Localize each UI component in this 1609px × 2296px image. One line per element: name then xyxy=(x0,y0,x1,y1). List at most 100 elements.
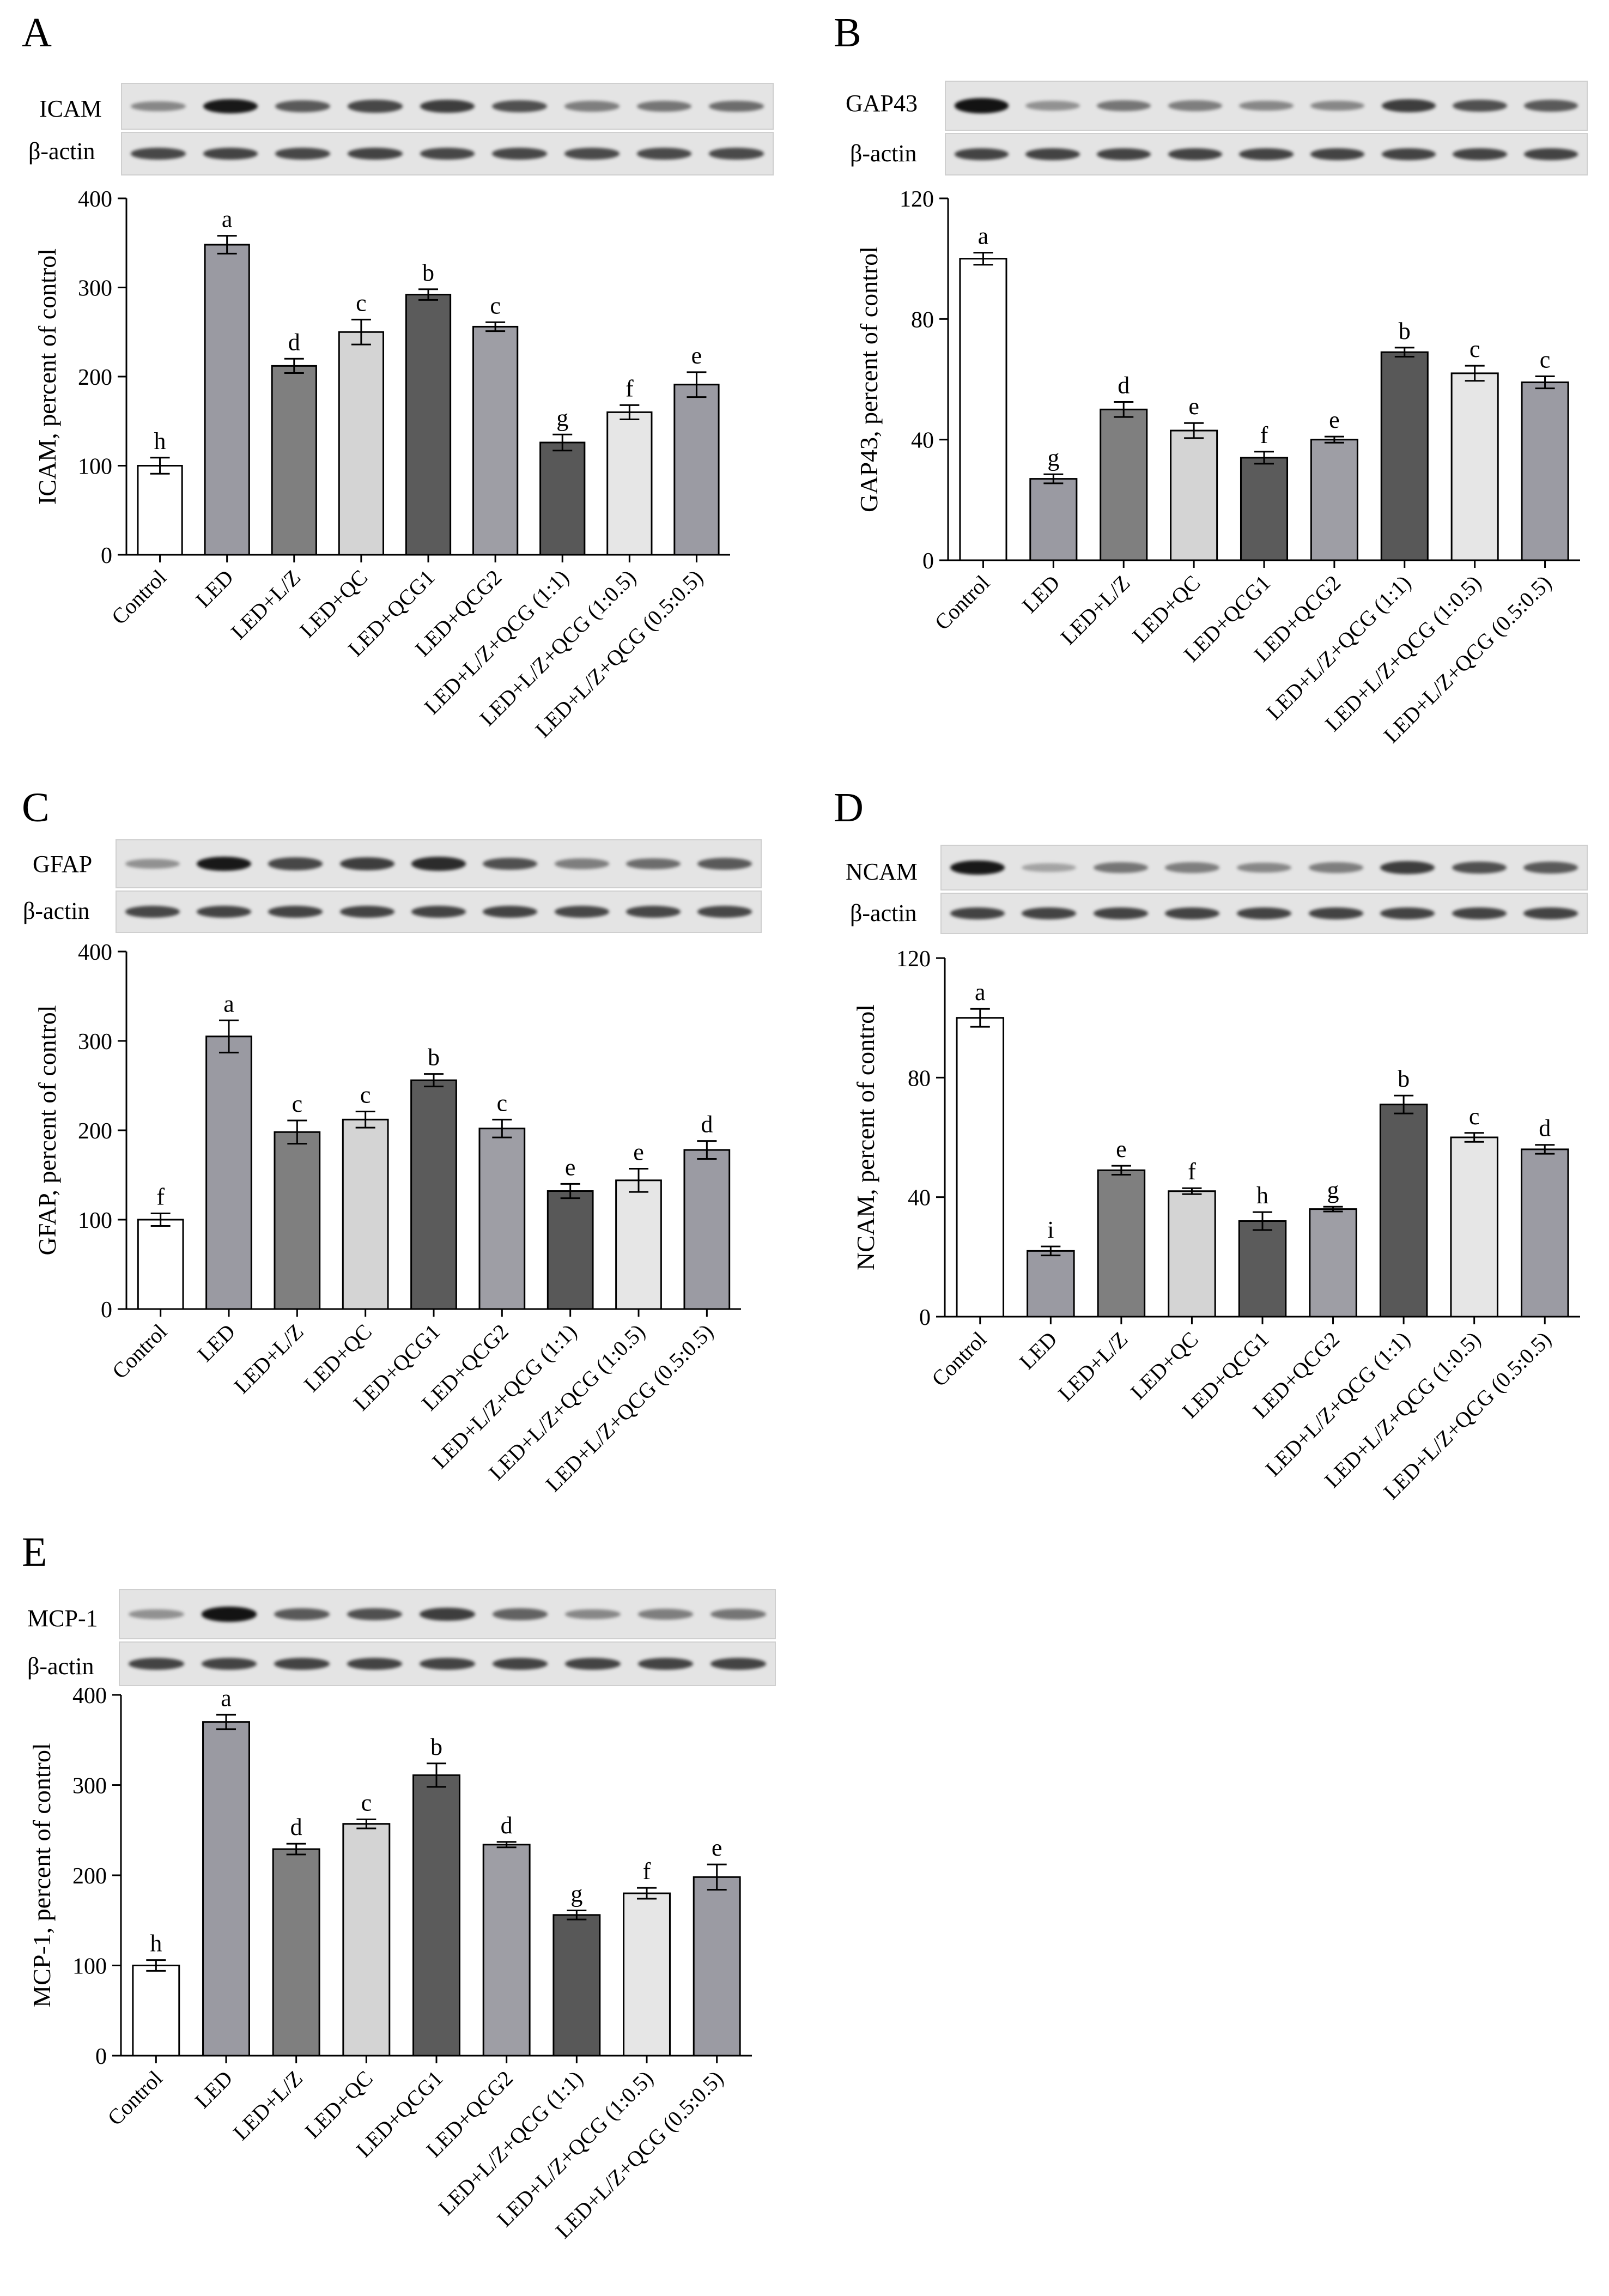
blot-band xyxy=(197,906,251,918)
significance-letter: d xyxy=(701,1111,713,1138)
significance-letter: e xyxy=(1116,1136,1127,1162)
y-tick-label: 400 xyxy=(78,187,112,212)
bar xyxy=(673,384,720,556)
blot-band xyxy=(492,100,548,113)
significance-letter: h xyxy=(150,1930,162,1957)
blot-band xyxy=(1308,907,1363,919)
blot-band xyxy=(130,148,186,160)
blot-band xyxy=(1381,99,1436,113)
significance-letter: f xyxy=(1260,422,1268,449)
category-label: LED xyxy=(1015,1327,1062,1374)
blot-label-actin-a: β-actin xyxy=(28,138,95,165)
bar xyxy=(683,1149,731,1310)
bar xyxy=(137,465,183,556)
blot-band xyxy=(564,101,620,112)
chart-e: 0 100 200 300 400 MCP-1, percent of control h C… xyxy=(28,1683,752,2243)
blot-band xyxy=(1025,148,1080,160)
y-tick-label: 400 xyxy=(72,1683,107,1709)
blot-band xyxy=(411,906,466,918)
y-axis-title: NCAM, percent of control xyxy=(852,1004,879,1270)
bar xyxy=(547,1190,594,1310)
blot-band xyxy=(268,857,323,870)
significance-letter: b xyxy=(428,1044,440,1071)
blot-band xyxy=(203,148,258,160)
y-tick-label: 80 xyxy=(911,307,934,332)
significance-letter: f xyxy=(156,1184,165,1210)
significance-letter: g xyxy=(1047,444,1059,471)
y-tick-label: 0 xyxy=(922,549,934,574)
bar xyxy=(1238,1220,1287,1318)
blot-band xyxy=(554,906,609,918)
significance-letter: e xyxy=(712,1834,722,1861)
significance-letter: e xyxy=(1188,393,1199,420)
bar xyxy=(132,1965,180,2057)
blot-band xyxy=(268,906,323,918)
blot-band xyxy=(339,857,394,871)
blot-band xyxy=(347,148,403,160)
bar xyxy=(606,411,653,556)
blot-band xyxy=(125,906,180,918)
chart-b: 0 40 80 120 GAP43, percent of control a Contro… xyxy=(855,187,1580,748)
chart-a: 0 100 200 300 400 ICAM, percent of control h Co… xyxy=(33,187,730,742)
bar xyxy=(342,1823,391,2057)
blot-band xyxy=(1524,99,1578,112)
blot-band xyxy=(130,101,186,112)
blot-band xyxy=(1523,907,1578,919)
bar xyxy=(274,1131,321,1310)
bar xyxy=(472,325,519,556)
significance-letter: c xyxy=(1470,336,1480,362)
blot-icam xyxy=(121,83,774,130)
blot-band xyxy=(626,858,681,870)
category-label: Control xyxy=(930,571,994,635)
significance-letter: g xyxy=(556,404,568,431)
bar xyxy=(271,365,317,556)
blot-label-actin-b: β-actin xyxy=(850,140,917,167)
panel-e: E MCP-1 β-actin 0 100 200 300 400 MCP-1, perc… xyxy=(0,1515,804,2296)
panel-label-b: B xyxy=(834,10,861,56)
blot-band xyxy=(711,1608,766,1620)
y-tick-label: 400 xyxy=(78,940,112,965)
bar xyxy=(1310,439,1358,561)
blot-band xyxy=(1093,862,1148,874)
bar xyxy=(1520,1148,1569,1318)
bar xyxy=(1450,1136,1498,1318)
blot-band xyxy=(1022,863,1077,873)
significance-letter: a xyxy=(978,223,989,250)
significance-letter: d xyxy=(501,1812,513,1839)
bar xyxy=(1240,457,1289,561)
blot-band xyxy=(339,906,394,918)
bar xyxy=(1450,372,1499,561)
blot-band xyxy=(1025,100,1080,111)
blot-band xyxy=(1239,100,1294,111)
blot-band xyxy=(347,1658,403,1670)
blot-band xyxy=(492,148,548,160)
significance-letter: b xyxy=(1399,318,1411,344)
blot-band xyxy=(201,1607,257,1622)
y-tick-label: 100 xyxy=(78,1208,112,1233)
blot-band xyxy=(637,1609,694,1620)
significance-letter: d xyxy=(1539,1115,1551,1142)
y-tick-label: 300 xyxy=(78,1029,112,1055)
y-tick-label: 0 xyxy=(919,1305,931,1330)
blot-band xyxy=(1452,907,1507,919)
panel-label-d: D xyxy=(834,785,864,831)
blot-band xyxy=(950,860,1005,875)
blot-band xyxy=(492,1658,548,1670)
category-label: LED+L/Z xyxy=(228,2066,307,2145)
blot-band xyxy=(129,1609,184,1620)
significance-letter: a xyxy=(222,206,233,233)
y-tick-label: 120 xyxy=(900,187,934,212)
y-axis-title: ICAM, percent of control xyxy=(33,249,61,505)
blot-band xyxy=(709,100,764,112)
blot-band xyxy=(1165,907,1220,919)
blot-band xyxy=(1097,100,1151,112)
significance-letter: a xyxy=(223,990,234,1017)
significance-letter: g xyxy=(1327,1177,1339,1203)
y-tick-label: 40 xyxy=(908,1186,931,1211)
blot-band xyxy=(420,99,475,113)
category-label: LED xyxy=(191,565,238,613)
blot-actin-c xyxy=(116,890,762,933)
bar xyxy=(412,1774,460,2057)
blot-band xyxy=(637,1658,694,1670)
panel-d: D NCAM β-actin 0 40 80 120 NCAM, percent of … xyxy=(828,785,1609,1548)
